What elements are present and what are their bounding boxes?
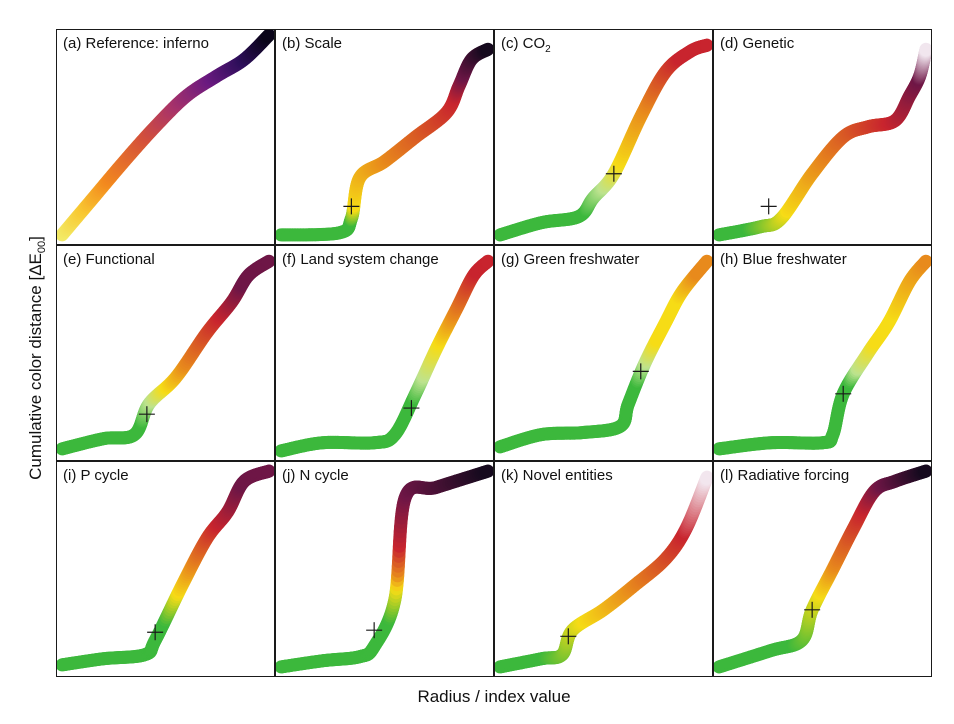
threshold-marker: [804, 601, 821, 618]
panel-12: (l) Radiative forcing: [713, 461, 932, 677]
panel-11: (k) Novel entities: [494, 461, 713, 677]
line-segment: [699, 254, 713, 269]
panel-title-text: (i) P cycle: [63, 467, 129, 484]
panel-title-text: (a) Reference: inferno: [63, 35, 209, 52]
y-axis-label-main: Cumulative color distance [ΔE: [26, 253, 45, 480]
panel-title: (a) Reference: inferno: [63, 35, 209, 52]
panel-title-text: (d) Genetic: [720, 35, 795, 52]
panel-9: (i) P cycle: [56, 461, 275, 677]
threshold-marker: [760, 198, 777, 215]
panel-frame: [713, 29, 932, 245]
panel-title: (f) Land system change: [282, 251, 439, 268]
panel-title: (d) Genetic: [720, 35, 795, 52]
panel-title-text: (e) Functional: [63, 251, 155, 268]
series-line: [275, 254, 494, 458]
panel-frame: [713, 245, 932, 461]
panel-grid: (a) Reference: inferno (b) Scale (c) CO2 (d…: [56, 29, 932, 677]
panel-frame: [494, 245, 713, 461]
line-segment: [261, 29, 275, 43]
threshold-marker: [560, 628, 577, 645]
series-line: [713, 42, 932, 242]
panel-title-subscript: 2: [545, 44, 551, 55]
panel-frame: [56, 245, 275, 461]
panel-frame: [56, 29, 275, 245]
panel-5: (e) Functional: [56, 245, 275, 461]
panel-title: (k) Novel entities: [501, 467, 613, 484]
panel-title: (e) Functional: [63, 251, 155, 268]
panel-title-text: (k) Novel entities: [501, 467, 613, 484]
panel-title: (b) Scale: [282, 35, 342, 52]
panel-title: (c) CO2: [501, 35, 551, 55]
panel-2: (b) Scale: [275, 29, 494, 245]
threshold-marker: [147, 624, 164, 641]
series-line: [275, 42, 494, 242]
threshold-marker: [366, 622, 383, 639]
panel-title-text: (c) CO: [501, 35, 545, 52]
series-line: [713, 464, 932, 674]
panel-7: (g) Green freshwater: [494, 245, 713, 461]
series-line: [56, 464, 275, 672]
x-axis-label: Radius / index value: [417, 687, 570, 706]
series-line: [56, 254, 275, 456]
series-line: [494, 470, 713, 674]
panel-title: (g) Green freshwater: [501, 251, 639, 268]
panel-title: (h) Blue freshwater: [720, 251, 847, 268]
panel-6: (f) Land system change: [275, 245, 494, 461]
series-line: [494, 38, 713, 242]
panel-frame: [494, 461, 713, 677]
panel-4: (d) Genetic: [713, 29, 932, 245]
series-line: [494, 254, 713, 454]
series-line: [713, 254, 932, 456]
series-line: [56, 29, 275, 242]
panel-1: (a) Reference: inferno: [56, 29, 275, 245]
series-line: [275, 464, 494, 674]
panel-title-text: (l) Radiative forcing: [720, 467, 849, 484]
panel-title: (l) Radiative forcing: [720, 467, 849, 484]
panel-title-text: (f) Land system change: [282, 251, 439, 268]
y-axis-label-sub: 00: [36, 241, 48, 253]
y-axis-label-close: ]: [26, 236, 45, 241]
threshold-marker: [343, 198, 360, 215]
threshold-marker: [605, 165, 622, 182]
panel-frame: [275, 245, 494, 461]
panel-frame: [56, 461, 275, 677]
threshold-marker: [403, 400, 420, 417]
panel-frame: [275, 461, 494, 677]
panel-title: (i) P cycle: [63, 467, 129, 484]
panel-8: (h) Blue freshwater: [713, 245, 932, 461]
panel-title-text: (h) Blue freshwater: [720, 251, 847, 268]
y-axis-label: Cumulative color distance [ΔE00]: [26, 236, 48, 480]
panel-title-text: (j) N cycle: [282, 467, 349, 484]
panel-10: (j) N cycle: [275, 461, 494, 677]
threshold-marker: [632, 363, 649, 380]
panel-title: (j) N cycle: [282, 467, 349, 484]
panel-frame: [275, 29, 494, 245]
panel-frame: [494, 29, 713, 245]
panel-3: (c) CO2: [494, 29, 713, 245]
threshold-marker: [138, 406, 155, 423]
threshold-marker: [835, 385, 852, 402]
panel-frame: [713, 461, 932, 677]
panel-title-text: (b) Scale: [282, 35, 342, 52]
panel-title-text: (g) Green freshwater: [501, 251, 639, 268]
